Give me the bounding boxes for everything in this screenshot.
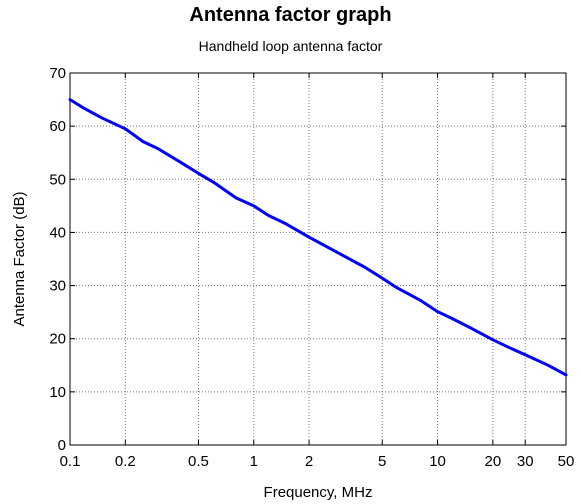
grid-layer bbox=[70, 73, 566, 445]
y-tick-label: 60 bbox=[49, 118, 66, 135]
plot-area-frame bbox=[69, 72, 567, 446]
y-tick-label: 50 bbox=[49, 171, 66, 188]
y-tick-label: 40 bbox=[49, 224, 66, 241]
x-tick-label: 1 bbox=[250, 453, 258, 470]
x-tick-label: 5 bbox=[378, 453, 386, 470]
y-tick-label: 70 bbox=[49, 65, 66, 82]
y-tick-label: 30 bbox=[49, 278, 66, 295]
chart-title: Antenna factor graph bbox=[189, 4, 392, 26]
y-tick-label: 0 bbox=[58, 437, 66, 454]
x-tick-label: 30 bbox=[517, 453, 534, 470]
y-tick-labels: 0 10 20 30 40 50 60 70 bbox=[49, 65, 66, 454]
x-tick-label: 20 bbox=[485, 453, 502, 470]
x-tick-label: 50 bbox=[558, 453, 575, 470]
x-tick-label: 0.2 bbox=[115, 453, 136, 470]
x-tick-labels: 0.1 0.2 0.5 1 2 5 10 20 30 50 bbox=[60, 453, 575, 470]
y-tick-label: 20 bbox=[49, 331, 66, 348]
y-tick-label: 10 bbox=[49, 384, 66, 401]
y-axis-label: Antenna Factor (dB) bbox=[11, 191, 28, 326]
x-tick-label: 0.5 bbox=[188, 453, 209, 470]
x-tick-label: 0.1 bbox=[60, 453, 81, 470]
x-tick-label: 2 bbox=[305, 453, 313, 470]
antenna-factor-line bbox=[68, 98, 568, 377]
tick-layer bbox=[69, 72, 567, 446]
x-axis-label: Frequency, MHz bbox=[264, 484, 373, 501]
x-tick-label: 10 bbox=[429, 453, 446, 470]
chart-subtitle: Handheld loop antenna factor bbox=[198, 38, 383, 54]
